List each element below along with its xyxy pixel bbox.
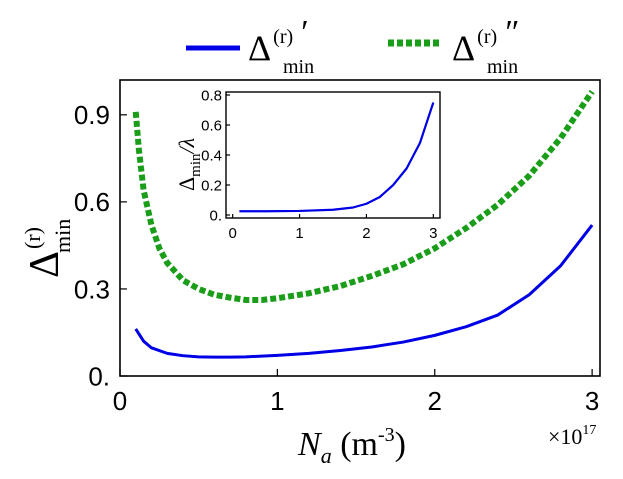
y-tick-label: 0.6 bbox=[201, 117, 222, 134]
legend: Δ (r) ′ min Δ (r) ″ min bbox=[186, 14, 518, 78]
legend-sub-series-1: min bbox=[283, 56, 314, 78]
inset-y-axis-label: Δmin/λ bbox=[174, 138, 204, 191]
x-tick-label: 2 bbox=[428, 386, 442, 416]
plot-frame bbox=[119, 79, 601, 377]
x-tick-label: 0 bbox=[113, 386, 127, 416]
legend-label-series-2: Δ (r) ″ bbox=[452, 14, 518, 68]
x-multiplier-label: ×1017 bbox=[548, 423, 596, 449]
main-x-ticks: 0 1 2 3 bbox=[113, 369, 599, 416]
inset-y-ticks: 0. 0.2 0.4 0.6 0.8 bbox=[201, 87, 230, 224]
y-tick-label: 0.8 bbox=[201, 87, 222, 104]
main-series-group bbox=[132, 89, 595, 359]
series-line-2 bbox=[132, 89, 595, 303]
y-tick-label: 0.3 bbox=[74, 274, 110, 304]
y-tick-label: 0.6 bbox=[74, 187, 110, 217]
y-axis-label-sub: min bbox=[50, 219, 75, 253]
inset-x-ticks: 0 1 2 3 bbox=[229, 214, 437, 242]
legend-sub-series-2: min bbox=[487, 56, 518, 78]
y-axis-label: Δ(r) bbox=[20, 227, 68, 278]
y-tick-label: 0.4 bbox=[201, 147, 222, 164]
main-y-ticks: 0. 0.3 0.6 0.9 bbox=[74, 100, 127, 391]
y-tick-label: 0. bbox=[209, 207, 222, 224]
y-tick-label: 0.9 bbox=[74, 100, 110, 130]
x-tick-label: 2 bbox=[362, 225, 370, 242]
x-tick-label: 0 bbox=[229, 225, 237, 242]
legend-label-series-1: Δ (r) ′ bbox=[248, 14, 307, 68]
x-axis-label: Na (m-3) bbox=[297, 424, 406, 468]
x-tick-label: 1 bbox=[270, 386, 284, 416]
y-tick-label: 0.2 bbox=[201, 177, 222, 194]
x-tick-label: 3 bbox=[429, 225, 437, 242]
series-line-1 bbox=[134, 224, 594, 359]
inset-chart: 0 1 2 3 0. 0.2 0.4 0.6 0.8 Δmin/λ bbox=[174, 87, 441, 242]
x-tick-label: 3 bbox=[585, 386, 599, 416]
inset-series-line-1 bbox=[239, 102, 435, 213]
y-tick-label: 0. bbox=[88, 361, 110, 391]
inset-series-group bbox=[239, 102, 435, 213]
inset-frame bbox=[225, 91, 441, 219]
x-tick-label: 1 bbox=[295, 225, 303, 242]
